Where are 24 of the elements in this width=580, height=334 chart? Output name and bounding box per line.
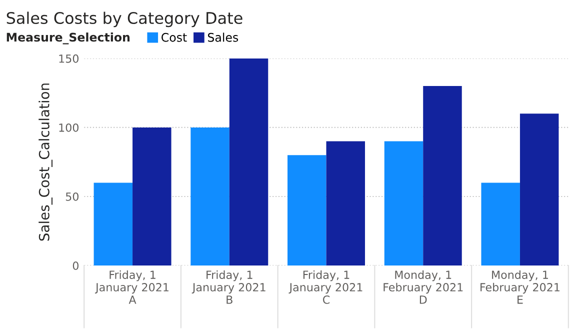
y-tick-label: 150 [59,54,78,63]
y-axis-title: Sales_Cost_Calculation [38,84,52,241]
bar [481,182,520,266]
bar [132,127,172,266]
legend-label: Cost [162,32,187,42]
y-tick-label: 0 [72,262,78,270]
legend-title: Measure_Selection [6,32,130,44]
bar [384,141,424,266]
bar [423,86,462,266]
legend-label: Sales [208,32,238,42]
y-tick-label: 100 [59,123,78,132]
x-tick-label: Monday, 1 February 2021 E [480,270,560,304]
y-tick-label: 50 [66,192,78,201]
x-tick-label: Friday, 1 January 2021 B [192,270,266,304]
bar [288,155,326,266]
x-tick-label: Friday, 1 January 2021 A [94,270,168,304]
chart-title: Sales Costs by Category Date [6,12,242,28]
x-tick-label: Monday, 1 February 2021 D [384,270,463,304]
bar [229,58,268,266]
x-tick-label: Friday, 1 January 2021 C [288,270,362,304]
bar [94,182,133,266]
bar [520,114,559,266]
bar [326,141,365,266]
bar [190,127,230,266]
